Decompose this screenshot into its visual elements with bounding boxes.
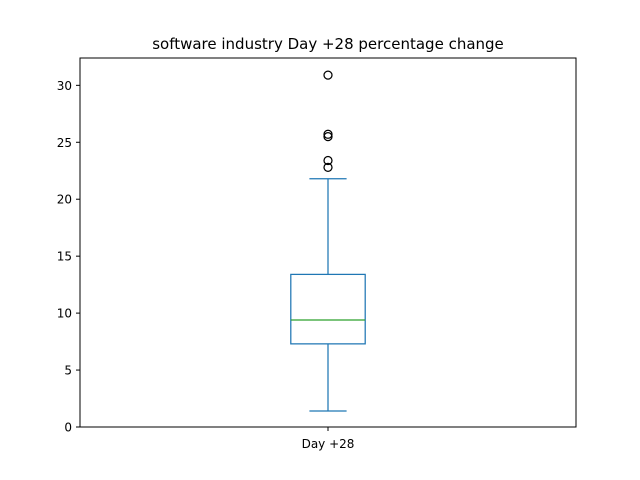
y-tick-label: 20 (57, 193, 72, 207)
y-tick-label: 25 (57, 136, 72, 150)
iqr-box (290, 273, 366, 345)
y-tick-label: 0 (64, 421, 72, 435)
outlier-point (323, 155, 333, 166)
y-tick-label: 5 (64, 364, 72, 378)
outlier-point (323, 70, 333, 80)
outlier-point (323, 129, 333, 139)
y-tick-label: 10 (57, 307, 72, 321)
x-axis: Day +28 (302, 427, 355, 451)
outlier-point (323, 162, 333, 172)
chart-title: software industry Day +28 percentage cha… (152, 35, 504, 53)
x-tick-label: Day +28 (302, 437, 355, 451)
box-plot (290, 70, 366, 412)
y-tick-label: 30 (57, 79, 72, 93)
y-tick-label: 15 (57, 250, 72, 264)
y-axis: 0 5 10 15 20 25 30 (57, 79, 80, 435)
